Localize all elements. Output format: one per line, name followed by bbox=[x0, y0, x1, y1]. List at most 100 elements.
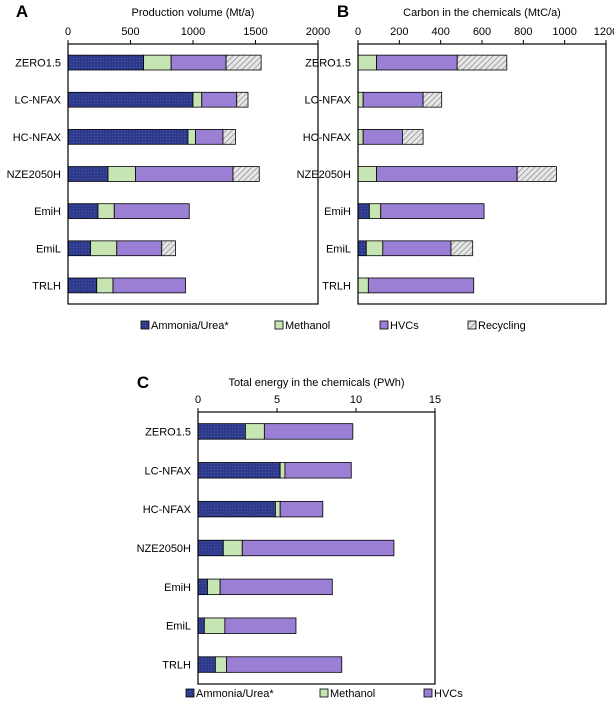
legend-swatch-hvcs bbox=[379, 320, 389, 330]
bar-segment-recycling bbox=[450, 240, 474, 257]
bar-segment-methanol bbox=[357, 277, 369, 294]
chart-panel-c: C Total energy in the chemicals (PWh) 0 5 10… bbox=[137, 373, 441, 685]
x-tick-label: 200 bbox=[390, 26, 408, 38]
bar-segment-ammonia bbox=[197, 462, 281, 479]
bar-segment-hvcs bbox=[382, 240, 452, 257]
bar-segment-hvcs bbox=[380, 203, 485, 219]
category-label: EmiL bbox=[166, 621, 191, 633]
bar-segment-methanol bbox=[222, 539, 243, 557]
plot-frame bbox=[197, 411, 436, 685]
bar-segment-hvcs bbox=[362, 91, 424, 108]
legend-label-ammonia: Ammonia/Urea* bbox=[196, 688, 274, 700]
category-label: NZE2050H bbox=[297, 169, 351, 181]
category-label: TRLH bbox=[162, 660, 191, 672]
bar-segment-ammonia bbox=[67, 166, 109, 182]
bar-segment-recycling bbox=[161, 240, 176, 257]
axis-title: Production volume (Mt/a) bbox=[132, 7, 255, 19]
x-tick-label: 1200 bbox=[594, 26, 614, 38]
bar-segment-hvcs bbox=[170, 54, 227, 71]
x-tick-label: 5 bbox=[274, 394, 280, 406]
category-label: HC-NFAX bbox=[13, 132, 62, 144]
bar-segment-methanol bbox=[368, 203, 382, 219]
bar-segment-methanol bbox=[365, 240, 384, 257]
bar-segment-ammonia bbox=[67, 240, 91, 257]
bar-segment-methanol bbox=[97, 203, 115, 219]
legend-label-recycling: Recycling bbox=[478, 320, 526, 332]
bar-segment-ammonia bbox=[197, 578, 208, 596]
bar-segment-methanol bbox=[357, 129, 364, 145]
bar-segment-ammonia bbox=[357, 203, 370, 219]
bar-segment-methanol bbox=[214, 656, 227, 673]
legend-swatch-ammonia bbox=[185, 688, 195, 698]
bar-segment-ammonia bbox=[67, 129, 189, 145]
bar-segment-ammonia bbox=[67, 54, 145, 71]
category-label: ZERO1.5 bbox=[15, 58, 61, 70]
panel-letter: B bbox=[337, 2, 349, 21]
x-tick-label: 800 bbox=[514, 26, 532, 38]
x-tick-label: 0 bbox=[355, 26, 361, 38]
legend-label-hvcs: HVCs bbox=[390, 320, 419, 332]
bar-segment-methanol bbox=[143, 54, 172, 71]
legend-swatch-recycling bbox=[467, 320, 477, 330]
bar-segment-ammonia bbox=[197, 617, 205, 634]
legend-swatch-hvcs bbox=[423, 688, 433, 698]
bar-segment-methanol bbox=[357, 54, 378, 71]
category-label: ZERO1.5 bbox=[305, 58, 351, 70]
bar-segment-hvcs bbox=[226, 656, 343, 673]
bar-segment-methanol bbox=[279, 462, 286, 479]
bar-segment-hvcs bbox=[112, 277, 186, 294]
bar-segment-hvcs bbox=[224, 617, 297, 634]
bar-segment-recycling bbox=[456, 54, 508, 71]
bar-segment-methanol bbox=[275, 500, 281, 518]
bar-segment-hvcs bbox=[263, 423, 354, 440]
bar-segment-hvcs bbox=[241, 539, 395, 557]
legend-label-hvcs: HVCs bbox=[434, 688, 463, 700]
bar-segment-methanol bbox=[203, 617, 226, 634]
x-tick-label: 15 bbox=[429, 394, 441, 406]
chart-panel-b: B Carbon in the chemicals (MtC/a) 0 200 400 6… bbox=[297, 2, 614, 305]
plot-frame bbox=[67, 43, 319, 305]
legend-swatch-methanol bbox=[274, 320, 284, 330]
bar-segment-methanol bbox=[187, 129, 196, 145]
x-tick-label: 2000 bbox=[306, 26, 330, 38]
bar-segment-ammonia bbox=[197, 500, 276, 518]
bar-segment-hvcs bbox=[367, 277, 475, 294]
bar-segment-ammonia bbox=[197, 423, 246, 440]
bar-segment-methanol bbox=[244, 423, 265, 440]
x-tick-label: 0 bbox=[65, 26, 71, 38]
bar-segment-recycling bbox=[225, 54, 262, 71]
panel-letter: C bbox=[137, 373, 149, 392]
legend-label-methanol: Methanol bbox=[285, 320, 330, 332]
category-label: EmiH bbox=[34, 206, 61, 218]
category-label: TRLH bbox=[322, 280, 351, 292]
category-label: EmiL bbox=[36, 243, 61, 255]
category-label: EmiL bbox=[326, 243, 351, 255]
bar-segment-recycling bbox=[232, 166, 260, 182]
bar-segment-hvcs bbox=[113, 203, 190, 219]
plot-frame bbox=[357, 43, 607, 305]
category-label: HC-NFAX bbox=[143, 504, 192, 516]
x-tick-label: 1000 bbox=[552, 26, 576, 38]
bar-segment-methanol bbox=[107, 166, 136, 182]
chart-panel-a: A Production volume (Mt/a) 0 500 1000 1500 200… bbox=[7, 2, 330, 305]
panel-letter: A bbox=[16, 2, 28, 21]
bar-segment-ammonia bbox=[197, 656, 216, 673]
bar-segment-ammonia bbox=[197, 539, 224, 557]
legend: Ammonia/Urea* Methanol HVCs Recycling bbox=[140, 320, 526, 332]
bar-segment-hvcs bbox=[279, 500, 324, 518]
x-tick-label: 400 bbox=[431, 26, 449, 38]
bar-segment-hvcs bbox=[201, 91, 238, 108]
bar-segment-ammonia bbox=[67, 277, 98, 294]
category-label: EmiH bbox=[164, 582, 191, 594]
bar-segment-recycling bbox=[422, 91, 443, 108]
bar-segment-hvcs bbox=[376, 54, 458, 71]
x-tick-label: 10 bbox=[350, 394, 362, 406]
bar-segment-recycling bbox=[402, 129, 424, 145]
legend: Ammonia/Urea* Methanol HVCs bbox=[185, 688, 463, 700]
x-tick-label: 1000 bbox=[181, 26, 205, 38]
bar-segment-ammonia bbox=[357, 240, 367, 257]
bar-segment-methanol bbox=[357, 166, 378, 182]
category-label: LC-NFAX bbox=[305, 95, 352, 107]
category-label: ZERO1.5 bbox=[145, 426, 191, 438]
bar-segment-recycling bbox=[222, 129, 236, 145]
